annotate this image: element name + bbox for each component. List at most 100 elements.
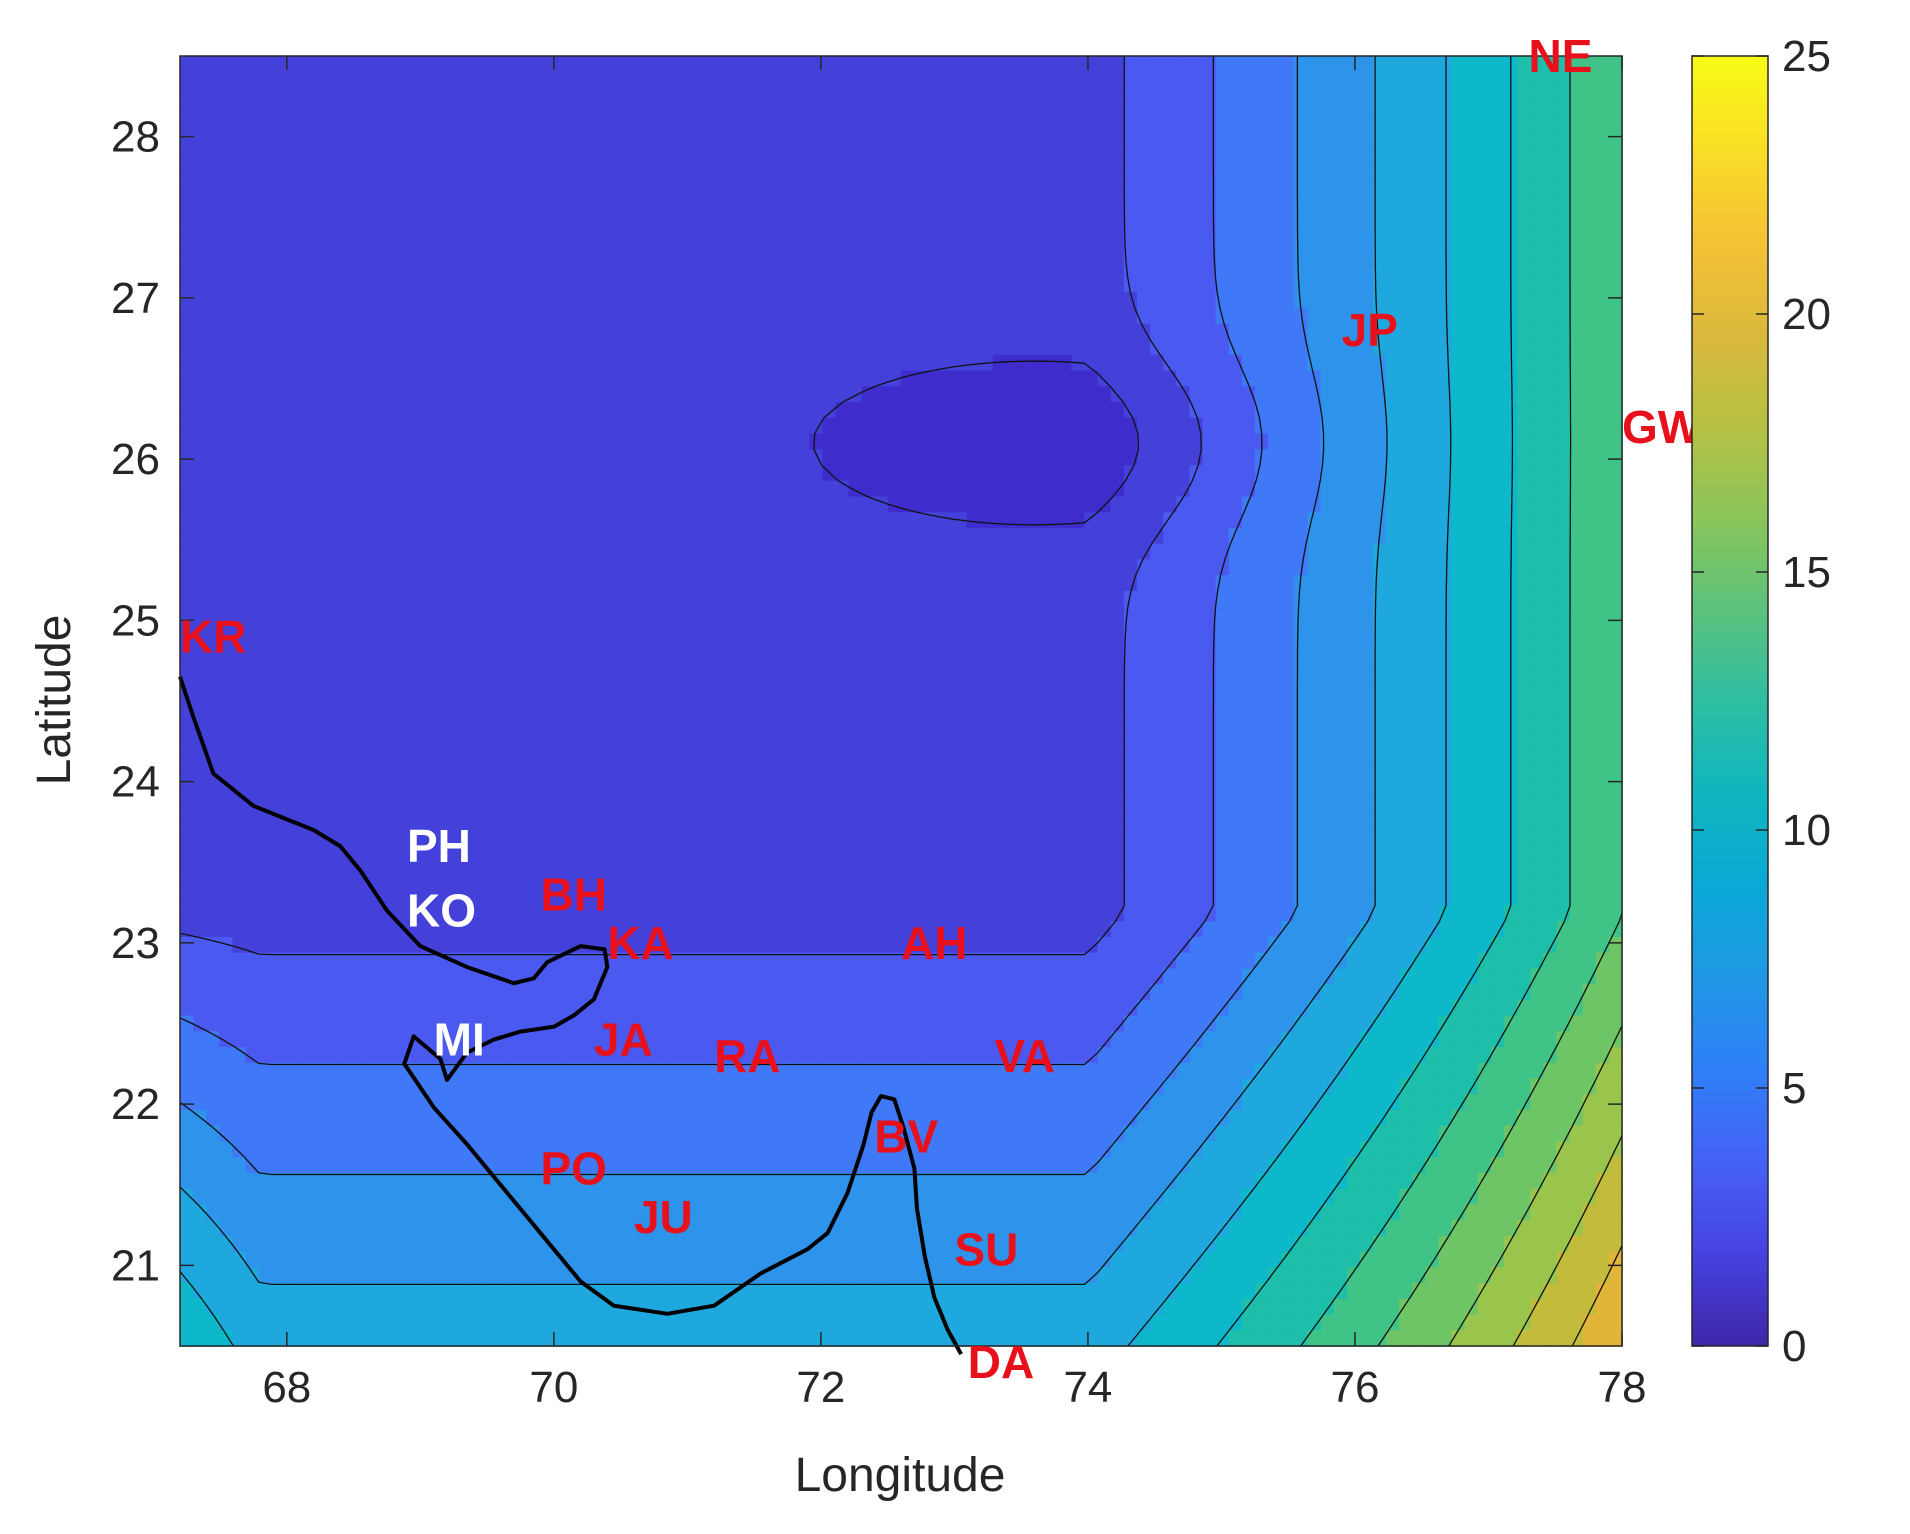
contour-cell [560,480,575,498]
contour-cell [219,166,234,183]
contour-cell [638,417,653,435]
contour-cell [625,402,640,419]
contour-cell [1268,449,1282,466]
contour-cell [533,685,548,702]
contour-cell [468,559,483,576]
contour-cell [206,56,221,73]
contour-cell [1058,417,1073,435]
contour-cell [1281,134,1296,152]
contour-cell [586,606,601,624]
contour-cell [376,166,391,183]
contour-cell [1608,449,1623,466]
contour-cell [783,56,797,73]
contour-cell [1136,701,1151,718]
contour-cell [1110,575,1125,592]
contour-cell [730,638,745,655]
contour-cell [835,370,850,388]
contour-cell [835,87,850,104]
contour-cell [1294,496,1309,514]
contour-cell [704,590,719,608]
contour-cell [599,87,614,104]
contour-cell [206,166,221,183]
contour-cell [547,669,561,687]
contour-cell [638,244,653,262]
contour-cell [1005,638,1020,655]
contour-cell [311,166,325,183]
contour-cell [1320,590,1335,608]
contour-cell [1517,71,1532,89]
contour-cell [1136,339,1151,356]
contour-cell [1215,748,1230,765]
contour-cell [586,354,601,372]
contour-cell [1464,465,1479,482]
contour-cell [992,134,1007,152]
contour-cell [1228,559,1243,576]
contour-cell [717,763,732,781]
contour-cell [1608,307,1623,325]
contour-cell [297,732,312,749]
contour-cell [560,512,575,529]
contour-cell [1517,638,1532,655]
contour-cell [1477,669,1492,687]
contour-cell [625,354,640,372]
contour-cell [271,276,286,293]
contour-cell [1228,701,1243,718]
contour-cell [376,480,391,498]
contour-cell [455,449,470,466]
contour-cell [1530,590,1545,608]
contour-cell [1136,748,1151,765]
contour-cell [1254,260,1269,278]
contour-cell [743,71,758,89]
contour-cell [245,606,260,624]
contour-cell [1071,622,1086,639]
contour-cell [573,527,588,545]
contour-cell [599,229,614,246]
contour-cell [350,606,365,624]
contour-cell [1517,291,1532,309]
contour-cell [245,575,260,592]
contour-cell [560,653,575,671]
contour-cell [717,213,732,230]
contour-cell [1097,701,1112,718]
contour-cell [547,465,561,482]
contour-cell [481,512,496,529]
contour-cell [691,291,706,309]
contour-cell [180,307,194,325]
contour-cell [691,622,706,639]
contour-cell [1477,354,1492,372]
contour-cell [455,103,470,120]
contour-cell [1556,386,1571,403]
contour-cell [1451,323,1466,340]
contour-cell [258,449,273,466]
contour-cell [271,480,286,498]
contour-cell [402,622,417,639]
contour-cell [874,543,889,561]
contour-cell [324,449,339,466]
contour-cell [258,150,273,167]
contour-cell [1281,244,1296,262]
contour-cell [992,527,1007,545]
contour-cell [245,685,260,702]
contour-cell [1333,56,1348,73]
contour-cell [1595,685,1610,702]
contour-cell [1254,150,1269,167]
contour-cell [1241,354,1256,372]
contour-cell [350,229,365,246]
contour-cell [284,480,299,498]
contour-cell [1084,653,1099,671]
contour-cell [547,166,561,183]
contour-cell [1241,575,1256,592]
contour-cell [284,370,299,388]
contour-cell [940,590,955,608]
contour-cell [180,339,194,356]
contour-cell [232,260,247,278]
contour-cell [245,276,260,293]
contour-cell [796,213,811,230]
contour-cell [1018,480,1033,498]
contour-cell [586,339,601,356]
contour-cell [835,229,850,246]
contour-cell [1530,449,1545,466]
contour-cell [560,370,575,388]
contour-cell [1438,339,1453,356]
contour-cell [730,103,745,120]
